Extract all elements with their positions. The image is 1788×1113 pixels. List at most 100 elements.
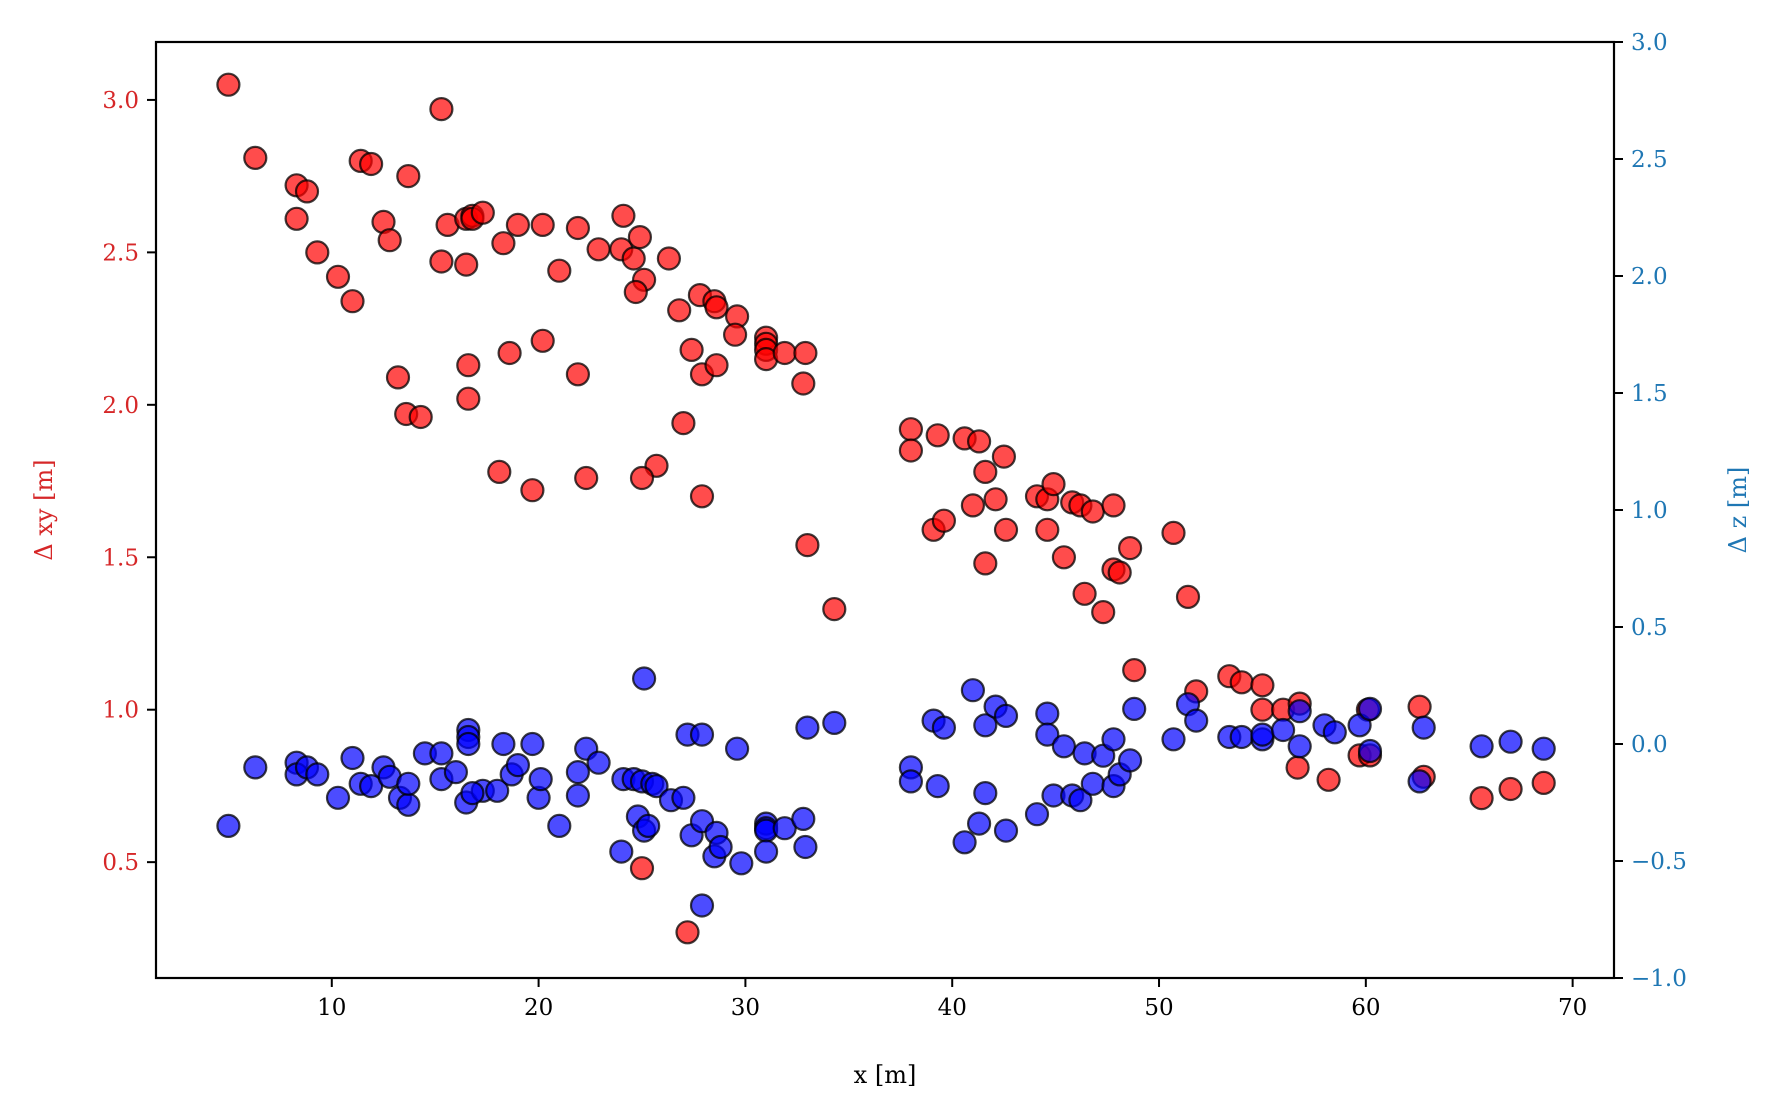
point-left-89 bbox=[1072, 581, 1097, 606]
point-left-114 bbox=[629, 856, 655, 881]
point-right-22 bbox=[456, 731, 481, 757]
point-left-33 bbox=[656, 246, 682, 271]
point-left-73 bbox=[973, 459, 998, 484]
x-axis: 10 20 30 40 50 60 70 bbox=[317, 978, 1587, 1021]
point-left-34 bbox=[667, 298, 692, 323]
point-left-78 bbox=[993, 517, 1019, 542]
right-y-tick-label: −0.5 bbox=[1631, 849, 1687, 875]
point-right-72 bbox=[925, 773, 950, 799]
points-layer bbox=[216, 72, 1556, 945]
point-left-1 bbox=[243, 145, 268, 170]
left-y-axis: 0.5 1.0 1.5 2.0 2.5 3.0 bbox=[102, 88, 156, 876]
point-right-92 bbox=[1101, 727, 1126, 752]
point-right-1 bbox=[243, 755, 268, 780]
point-left-79 bbox=[973, 551, 998, 576]
point-left-59 bbox=[520, 478, 545, 503]
left-y-tick-label: 0.5 bbox=[102, 850, 139, 876]
point-right-24 bbox=[460, 780, 485, 806]
point-right-100 bbox=[1229, 724, 1254, 750]
point-right-79 bbox=[993, 703, 1019, 729]
point-left-47 bbox=[679, 337, 704, 362]
point-left-87 bbox=[1035, 517, 1060, 542]
point-right-13 bbox=[396, 792, 421, 817]
x-tick-label: 50 bbox=[1144, 995, 1173, 1021]
point-left-64 bbox=[689, 484, 715, 509]
point-right-6 bbox=[325, 785, 351, 810]
point-left-111 bbox=[1469, 785, 1494, 811]
point-left-92 bbox=[1107, 560, 1132, 585]
point-right-37 bbox=[609, 839, 634, 864]
point-right-36 bbox=[586, 750, 611, 775]
point-left-86 bbox=[1101, 493, 1126, 518]
point-left-46 bbox=[791, 371, 816, 396]
point-right-16 bbox=[429, 741, 454, 766]
point-left-109 bbox=[1407, 694, 1432, 719]
point-left-13 bbox=[429, 96, 454, 122]
point-left-76 bbox=[960, 493, 986, 518]
right-y-axis-label: Δ z [m] bbox=[1724, 467, 1752, 554]
point-left-7 bbox=[340, 289, 365, 314]
point-left-37 bbox=[704, 295, 729, 320]
point-left-54 bbox=[456, 386, 481, 411]
point-right-65 bbox=[795, 715, 820, 740]
point-left-99 bbox=[1229, 670, 1254, 695]
point-left-30 bbox=[627, 225, 653, 250]
point-right-107 bbox=[1322, 720, 1347, 745]
point-left-93 bbox=[1117, 535, 1143, 561]
point-right-109 bbox=[1357, 696, 1383, 722]
right-y-tick-label: 2.5 bbox=[1631, 147, 1668, 173]
point-right-46 bbox=[644, 773, 669, 799]
point-right-18 bbox=[443, 759, 468, 785]
point-right-80 bbox=[993, 818, 1019, 843]
point-right-43 bbox=[631, 666, 657, 691]
point-right-81 bbox=[1024, 802, 1050, 827]
point-right-110 bbox=[1357, 738, 1383, 764]
point-left-18 bbox=[470, 200, 495, 225]
point-left-77 bbox=[983, 487, 1008, 512]
point-left-72 bbox=[991, 444, 1017, 469]
point-right-112 bbox=[1411, 715, 1436, 740]
point-right-57 bbox=[729, 851, 754, 876]
point-left-50 bbox=[385, 365, 411, 390]
point-left-115 bbox=[675, 920, 700, 945]
point-right-85 bbox=[1051, 734, 1077, 759]
point-left-45 bbox=[793, 340, 818, 366]
point-left-55 bbox=[497, 340, 522, 366]
x-tick-label: 20 bbox=[524, 995, 553, 1021]
point-right-31 bbox=[528, 766, 553, 792]
point-left-39 bbox=[722, 322, 748, 347]
point-right-64 bbox=[793, 834, 818, 860]
point-left-24 bbox=[547, 258, 572, 283]
point-left-19 bbox=[429, 249, 454, 274]
point-left-82 bbox=[1041, 472, 1066, 497]
right-y-axis: −1.0 −0.5 0.0 0.5 1.0 1.5 2.0 2.5 3.0 bbox=[1614, 30, 1687, 992]
right-y-tick-label: −1.0 bbox=[1631, 966, 1687, 992]
point-left-21 bbox=[491, 231, 516, 256]
point-left-60 bbox=[574, 465, 599, 491]
point-left-9 bbox=[359, 151, 384, 177]
point-right-102 bbox=[1250, 722, 1275, 747]
point-left-69 bbox=[925, 423, 950, 448]
point-right-111 bbox=[1407, 769, 1432, 794]
point-right-26 bbox=[491, 731, 516, 757]
left-y-axis-label: Δ xy [m] bbox=[30, 459, 58, 560]
point-left-101 bbox=[1250, 697, 1275, 722]
point-right-33 bbox=[565, 759, 591, 785]
point-left-105 bbox=[1316, 767, 1341, 792]
point-right-83 bbox=[1035, 722, 1060, 747]
right-y-tick-label: 2.0 bbox=[1631, 264, 1668, 290]
point-right-75 bbox=[966, 811, 992, 836]
point-left-22 bbox=[505, 212, 531, 237]
point-right-66 bbox=[822, 710, 847, 736]
point-left-71 bbox=[966, 429, 992, 454]
right-y-tick-label: 0.0 bbox=[1631, 732, 1668, 758]
point-right-0 bbox=[216, 813, 241, 839]
point-right-25 bbox=[485, 778, 510, 803]
point-right-44 bbox=[636, 813, 661, 839]
point-left-23 bbox=[530, 212, 555, 237]
x-axis-label: x [m] bbox=[854, 1061, 917, 1089]
point-left-94 bbox=[1161, 520, 1186, 546]
point-left-29 bbox=[621, 246, 646, 271]
